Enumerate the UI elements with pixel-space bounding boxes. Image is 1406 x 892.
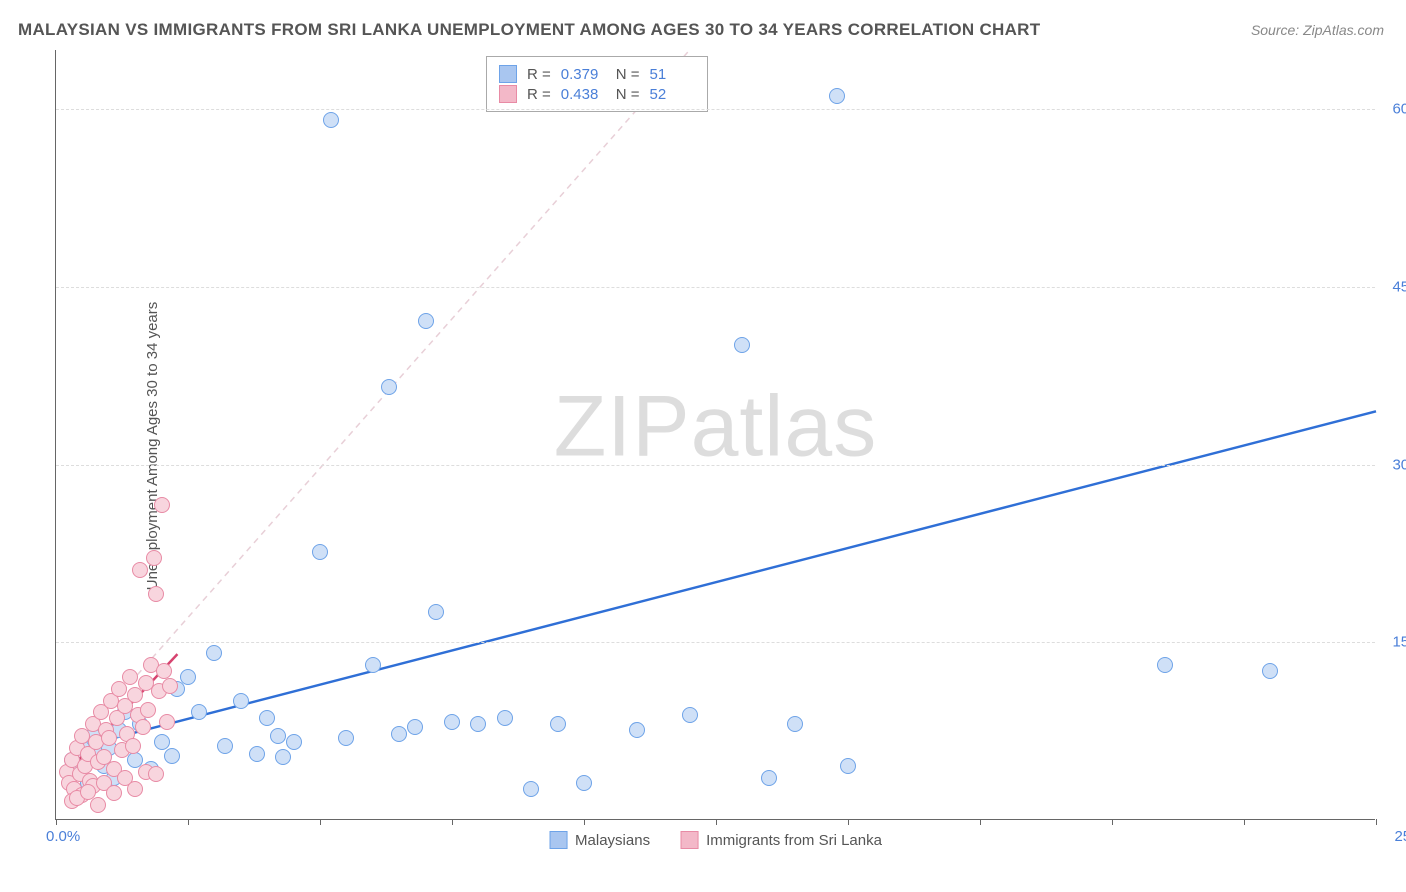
data-point xyxy=(148,766,164,782)
swatch-srilanka xyxy=(499,85,517,103)
n-value-malaysians: 51 xyxy=(650,66,695,83)
data-point xyxy=(106,785,122,801)
y-axis-tick-label: 30.0% xyxy=(1380,456,1406,473)
data-point xyxy=(156,663,172,679)
grid-line-horizontal xyxy=(56,642,1375,643)
r-label: R = xyxy=(527,86,551,103)
trend-line xyxy=(72,411,1376,749)
x-axis-tick-mark xyxy=(56,819,57,825)
chart-title: MALAYSIAN VS IMMIGRANTS FROM SRI LANKA U… xyxy=(18,20,1040,40)
data-point xyxy=(829,88,845,104)
data-point xyxy=(523,781,539,797)
data-point xyxy=(444,714,460,730)
data-point xyxy=(164,748,180,764)
y-axis-tick-label: 60.0% xyxy=(1380,101,1406,118)
x-axis-tick-mark xyxy=(188,819,189,825)
data-point xyxy=(1262,663,1278,679)
x-axis-tick-mark xyxy=(980,819,981,825)
data-point xyxy=(312,544,328,560)
legend-label-srilanka: Immigrants from Sri Lanka xyxy=(706,832,882,849)
grid-line-horizontal xyxy=(56,109,1375,110)
trend-lines-layer xyxy=(56,50,1375,819)
data-point xyxy=(1157,657,1173,673)
grid-line-horizontal xyxy=(56,287,1375,288)
data-point xyxy=(122,669,138,685)
n-label: N = xyxy=(616,66,640,83)
data-point xyxy=(550,716,566,732)
data-point xyxy=(338,730,354,746)
x-axis-tick-mark xyxy=(1112,819,1113,825)
data-point xyxy=(428,604,444,620)
data-point xyxy=(365,657,381,673)
data-point xyxy=(286,734,302,750)
data-point xyxy=(162,678,178,694)
data-point xyxy=(127,781,143,797)
correlation-stats-legend: R = 0.379 N = 51 R = 0.438 N = 52 xyxy=(486,56,708,112)
data-point xyxy=(148,586,164,602)
x-axis-tick-mark xyxy=(584,819,585,825)
data-point xyxy=(629,722,645,738)
stats-row-malaysians: R = 0.379 N = 51 xyxy=(499,65,695,83)
data-point xyxy=(275,749,291,765)
x-axis-tick-first: 0.0% xyxy=(46,828,80,845)
data-point xyxy=(125,738,141,754)
data-point xyxy=(381,379,397,395)
x-axis-tick-mark xyxy=(848,819,849,825)
x-axis-tick-last: 25.0% xyxy=(1394,828,1406,845)
data-point xyxy=(323,112,339,128)
legend-swatch-srilanka xyxy=(680,831,698,849)
data-point xyxy=(154,497,170,513)
data-point xyxy=(191,704,207,720)
source-attribution: Source: ZipAtlas.com xyxy=(1251,22,1384,38)
x-axis-tick-mark xyxy=(1376,819,1377,825)
x-axis-tick-mark xyxy=(320,819,321,825)
data-point xyxy=(90,797,106,813)
data-point xyxy=(206,645,222,661)
r-value-srilanka: 0.438 xyxy=(561,86,606,103)
data-point xyxy=(233,693,249,709)
data-point xyxy=(101,730,117,746)
data-point xyxy=(140,702,156,718)
x-axis-tick-mark xyxy=(716,819,717,825)
legend-item-malaysians: Malaysians xyxy=(549,831,650,849)
data-point xyxy=(135,719,151,735)
data-point xyxy=(682,707,698,723)
data-point xyxy=(576,775,592,791)
data-point xyxy=(787,716,803,732)
data-point xyxy=(407,719,423,735)
data-point xyxy=(470,716,486,732)
legend-label-malaysians: Malaysians xyxy=(575,832,650,849)
trend-line xyxy=(72,50,690,749)
swatch-malaysians xyxy=(499,65,517,83)
data-point xyxy=(132,562,148,578)
data-point xyxy=(159,714,175,730)
data-point xyxy=(146,550,162,566)
legend-swatch-malaysians xyxy=(549,831,567,849)
r-value-malaysians: 0.379 xyxy=(561,66,606,83)
r-label: R = xyxy=(527,66,551,83)
data-point xyxy=(249,746,265,762)
grid-line-horizontal xyxy=(56,465,1375,466)
scatter-plot-area: ZIPatlas R = 0.379 N = 51 R = 0.438 N = … xyxy=(55,50,1375,820)
data-point xyxy=(497,710,513,726)
data-point xyxy=(270,728,286,744)
x-axis-tick-mark xyxy=(1244,819,1245,825)
stats-row-srilanka: R = 0.438 N = 52 xyxy=(499,85,695,103)
data-point xyxy=(734,337,750,353)
y-axis-tick-label: 45.0% xyxy=(1380,278,1406,295)
data-point xyxy=(391,726,407,742)
data-point xyxy=(259,710,275,726)
legend-item-srilanka: Immigrants from Sri Lanka xyxy=(680,831,882,849)
x-axis-tick-mark xyxy=(452,819,453,825)
n-label: N = xyxy=(616,86,640,103)
series-legend: Malaysians Immigrants from Sri Lanka xyxy=(549,831,882,849)
data-point xyxy=(418,313,434,329)
data-point xyxy=(761,770,777,786)
data-point xyxy=(217,738,233,754)
y-axis-tick-label: 15.0% xyxy=(1380,634,1406,651)
data-point xyxy=(154,734,170,750)
data-point xyxy=(840,758,856,774)
n-value-srilanka: 52 xyxy=(650,86,695,103)
